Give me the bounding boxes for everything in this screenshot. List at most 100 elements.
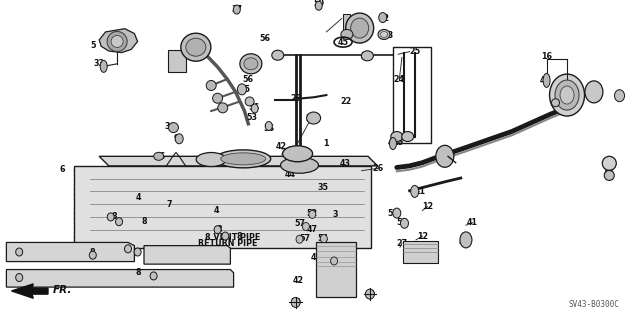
Text: 29: 29	[190, 43, 202, 52]
Ellipse shape	[331, 257, 337, 265]
Text: 6: 6	[60, 165, 65, 174]
Text: 5: 5	[90, 41, 95, 50]
Ellipse shape	[214, 226, 221, 234]
Text: 56: 56	[259, 34, 271, 43]
Ellipse shape	[206, 80, 216, 91]
Text: 45: 45	[337, 38, 349, 47]
Text: 17: 17	[565, 91, 577, 100]
Text: 57: 57	[299, 234, 310, 243]
Ellipse shape	[402, 131, 413, 142]
Ellipse shape	[614, 90, 625, 102]
Text: 21: 21	[280, 148, 291, 157]
Polygon shape	[6, 270, 234, 287]
Ellipse shape	[391, 131, 403, 142]
Text: 4: 4	[214, 206, 219, 215]
Text: FR.: FR.	[52, 285, 72, 295]
Text: 26: 26	[372, 164, 383, 173]
Ellipse shape	[154, 152, 164, 160]
Text: 55: 55	[239, 85, 250, 94]
Ellipse shape	[411, 185, 419, 197]
Bar	[403, 241, 438, 263]
Ellipse shape	[280, 157, 319, 173]
Text: 34: 34	[164, 122, 176, 130]
Text: 50: 50	[313, 0, 324, 8]
Text: 7: 7	[166, 200, 172, 209]
Ellipse shape	[216, 150, 271, 168]
Ellipse shape	[222, 232, 228, 240]
Text: 56: 56	[243, 75, 254, 84]
Ellipse shape	[460, 232, 472, 248]
Text: 2: 2	[343, 14, 348, 23]
Text: RETURN PIPE: RETURN PIPE	[198, 239, 258, 248]
Polygon shape	[74, 166, 371, 248]
Ellipse shape	[362, 51, 373, 61]
Ellipse shape	[244, 58, 258, 70]
Ellipse shape	[296, 235, 303, 243]
Text: 10: 10	[290, 149, 301, 158]
Text: 13: 13	[614, 92, 625, 101]
Text: 14: 14	[424, 244, 436, 253]
Text: 46: 46	[154, 152, 166, 161]
Polygon shape	[99, 29, 138, 53]
Ellipse shape	[111, 35, 123, 48]
Ellipse shape	[321, 234, 327, 243]
Ellipse shape	[436, 145, 454, 167]
Ellipse shape	[390, 137, 396, 150]
Ellipse shape	[552, 99, 559, 107]
Text: 53: 53	[246, 113, 258, 122]
Ellipse shape	[218, 103, 228, 113]
Text: 16: 16	[541, 52, 552, 61]
Ellipse shape	[116, 218, 122, 226]
Ellipse shape	[351, 18, 369, 38]
Ellipse shape	[237, 84, 246, 95]
Ellipse shape	[291, 297, 300, 308]
Text: SV43-B0300C: SV43-B0300C	[569, 300, 620, 309]
Ellipse shape	[550, 74, 584, 116]
Text: 30: 30	[359, 22, 371, 31]
Text: 24: 24	[394, 75, 405, 84]
Text: 1: 1	[324, 139, 329, 148]
Ellipse shape	[604, 170, 614, 181]
Text: 51: 51	[294, 162, 305, 171]
Text: 39: 39	[290, 298, 301, 307]
Ellipse shape	[602, 156, 616, 170]
Ellipse shape	[107, 32, 127, 51]
Ellipse shape	[379, 12, 387, 23]
Text: 38: 38	[360, 52, 372, 61]
Text: 8: 8	[142, 217, 147, 226]
Ellipse shape	[307, 112, 321, 124]
Ellipse shape	[555, 80, 579, 110]
Text: 20: 20	[327, 256, 339, 265]
Text: 28: 28	[177, 52, 189, 61]
Text: 41: 41	[467, 218, 478, 227]
Text: 12: 12	[422, 202, 433, 211]
Text: 8 VENT PIPE: 8 VENT PIPE	[205, 233, 260, 242]
Text: 25: 25	[409, 47, 420, 56]
Text: 58: 58	[387, 209, 399, 218]
Text: 15: 15	[588, 84, 600, 93]
Bar	[316, 242, 356, 297]
Text: 47: 47	[307, 225, 318, 234]
Text: 38: 38	[382, 31, 394, 40]
Ellipse shape	[186, 38, 206, 56]
Text: 52: 52	[307, 209, 318, 218]
Ellipse shape	[90, 251, 96, 259]
Text: 44: 44	[285, 170, 296, 179]
Text: 25: 25	[392, 138, 404, 147]
Ellipse shape	[234, 5, 240, 14]
Bar	[343, 14, 350, 36]
Text: 49: 49	[540, 76, 551, 85]
Text: 37: 37	[245, 60, 257, 69]
Text: 22: 22	[340, 97, 351, 106]
Ellipse shape	[341, 29, 353, 40]
Ellipse shape	[393, 208, 401, 218]
Ellipse shape	[108, 213, 114, 221]
Ellipse shape	[266, 122, 272, 130]
Text: 33: 33	[93, 59, 104, 68]
Ellipse shape	[252, 104, 258, 113]
Text: 36: 36	[305, 114, 317, 123]
Ellipse shape	[175, 134, 183, 144]
Text: 57: 57	[294, 219, 305, 228]
Text: 11: 11	[413, 187, 425, 196]
Text: 3: 3	[333, 210, 338, 219]
